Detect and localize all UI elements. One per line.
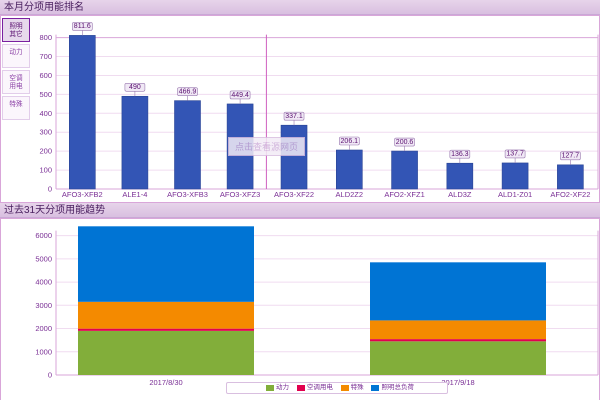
svg-text:1000: 1000 <box>35 347 52 356</box>
svg-text:6000: 6000 <box>35 231 52 240</box>
svg-text:5000: 5000 <box>35 254 52 263</box>
svg-text:2000: 2000 <box>35 324 52 333</box>
svg-text:3000: 3000 <box>35 301 52 310</box>
svg-text:4000: 4000 <box>35 278 52 287</box>
svg-text:0: 0 <box>48 371 52 380</box>
svg-text:2017/8/30: 2017/8/30 <box>149 378 182 387</box>
